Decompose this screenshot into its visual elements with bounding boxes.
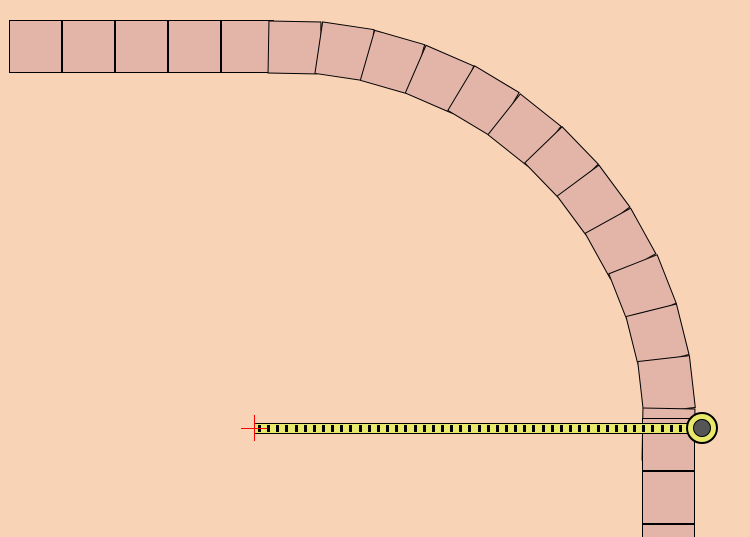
- tape-tick: [597, 425, 600, 432]
- tape-tick: [285, 425, 288, 432]
- tape-tick: [295, 425, 298, 432]
- tape-tick: [569, 425, 572, 432]
- tape-tick: [487, 425, 490, 432]
- tape-tick: [661, 425, 664, 432]
- tape-tick: [478, 425, 481, 432]
- tape-tick: [642, 425, 645, 432]
- tape-tick: [414, 425, 417, 432]
- paver-tile[interactable]: [9, 20, 62, 73]
- tape-tick: [542, 425, 545, 432]
- tape-tick: [258, 425, 261, 432]
- tape-tick: [386, 425, 389, 432]
- tape-tick: [404, 425, 407, 432]
- paver-tile[interactable]: [62, 20, 115, 73]
- tape-tick: [615, 425, 618, 432]
- tape-tick: [276, 425, 279, 432]
- tape-tick: [532, 425, 535, 432]
- tape-tick: [606, 425, 609, 432]
- paver-tile[interactable]: [637, 356, 696, 415]
- tape-tick: [679, 425, 682, 432]
- tape-tick: [560, 425, 563, 432]
- tape-tick: [523, 425, 526, 432]
- tape-measure-band[interactable]: [254, 423, 690, 434]
- tape-tick: [313, 425, 316, 432]
- tape-tick: [331, 425, 334, 432]
- paver-tile[interactable]: [642, 471, 695, 524]
- tape-tick: [468, 425, 471, 432]
- tape-tick: [551, 425, 554, 432]
- tape-tick: [651, 425, 654, 432]
- paver-tile[interactable]: [221, 20, 274, 73]
- tape-tick: [322, 425, 325, 432]
- tape-tick: [359, 425, 362, 432]
- tape-tick: [441, 425, 444, 432]
- paver-tile[interactable]: [642, 524, 695, 537]
- tape-tick: [304, 425, 307, 432]
- tape-tick: [340, 425, 343, 432]
- tape-tick: [459, 425, 462, 432]
- tape-measure-reel[interactable]: [686, 412, 718, 444]
- tape-tick: [377, 425, 380, 432]
- tape-tick: [432, 425, 435, 432]
- tape-tick: [633, 425, 636, 432]
- tape-tick: [578, 425, 581, 432]
- tape-tick: [670, 425, 673, 432]
- tape-tick: [496, 425, 499, 432]
- tape-tick: [267, 425, 270, 432]
- tape-reel-hub: [693, 419, 711, 437]
- tape-tick: [505, 425, 508, 432]
- tape-tick: [395, 425, 398, 432]
- tape-tick: [368, 425, 371, 432]
- tape-tick: [587, 425, 590, 432]
- paver-tile[interactable]: [268, 21, 322, 75]
- paver-tile[interactable]: [115, 20, 168, 73]
- tape-tick: [624, 425, 627, 432]
- paver-tile[interactable]: [168, 20, 221, 73]
- tape-tick: [423, 425, 426, 432]
- tape-tick: [514, 425, 517, 432]
- tape-tick: [450, 425, 453, 432]
- drawing-canvas[interactable]: [0, 0, 750, 537]
- tape-tick: [349, 425, 352, 432]
